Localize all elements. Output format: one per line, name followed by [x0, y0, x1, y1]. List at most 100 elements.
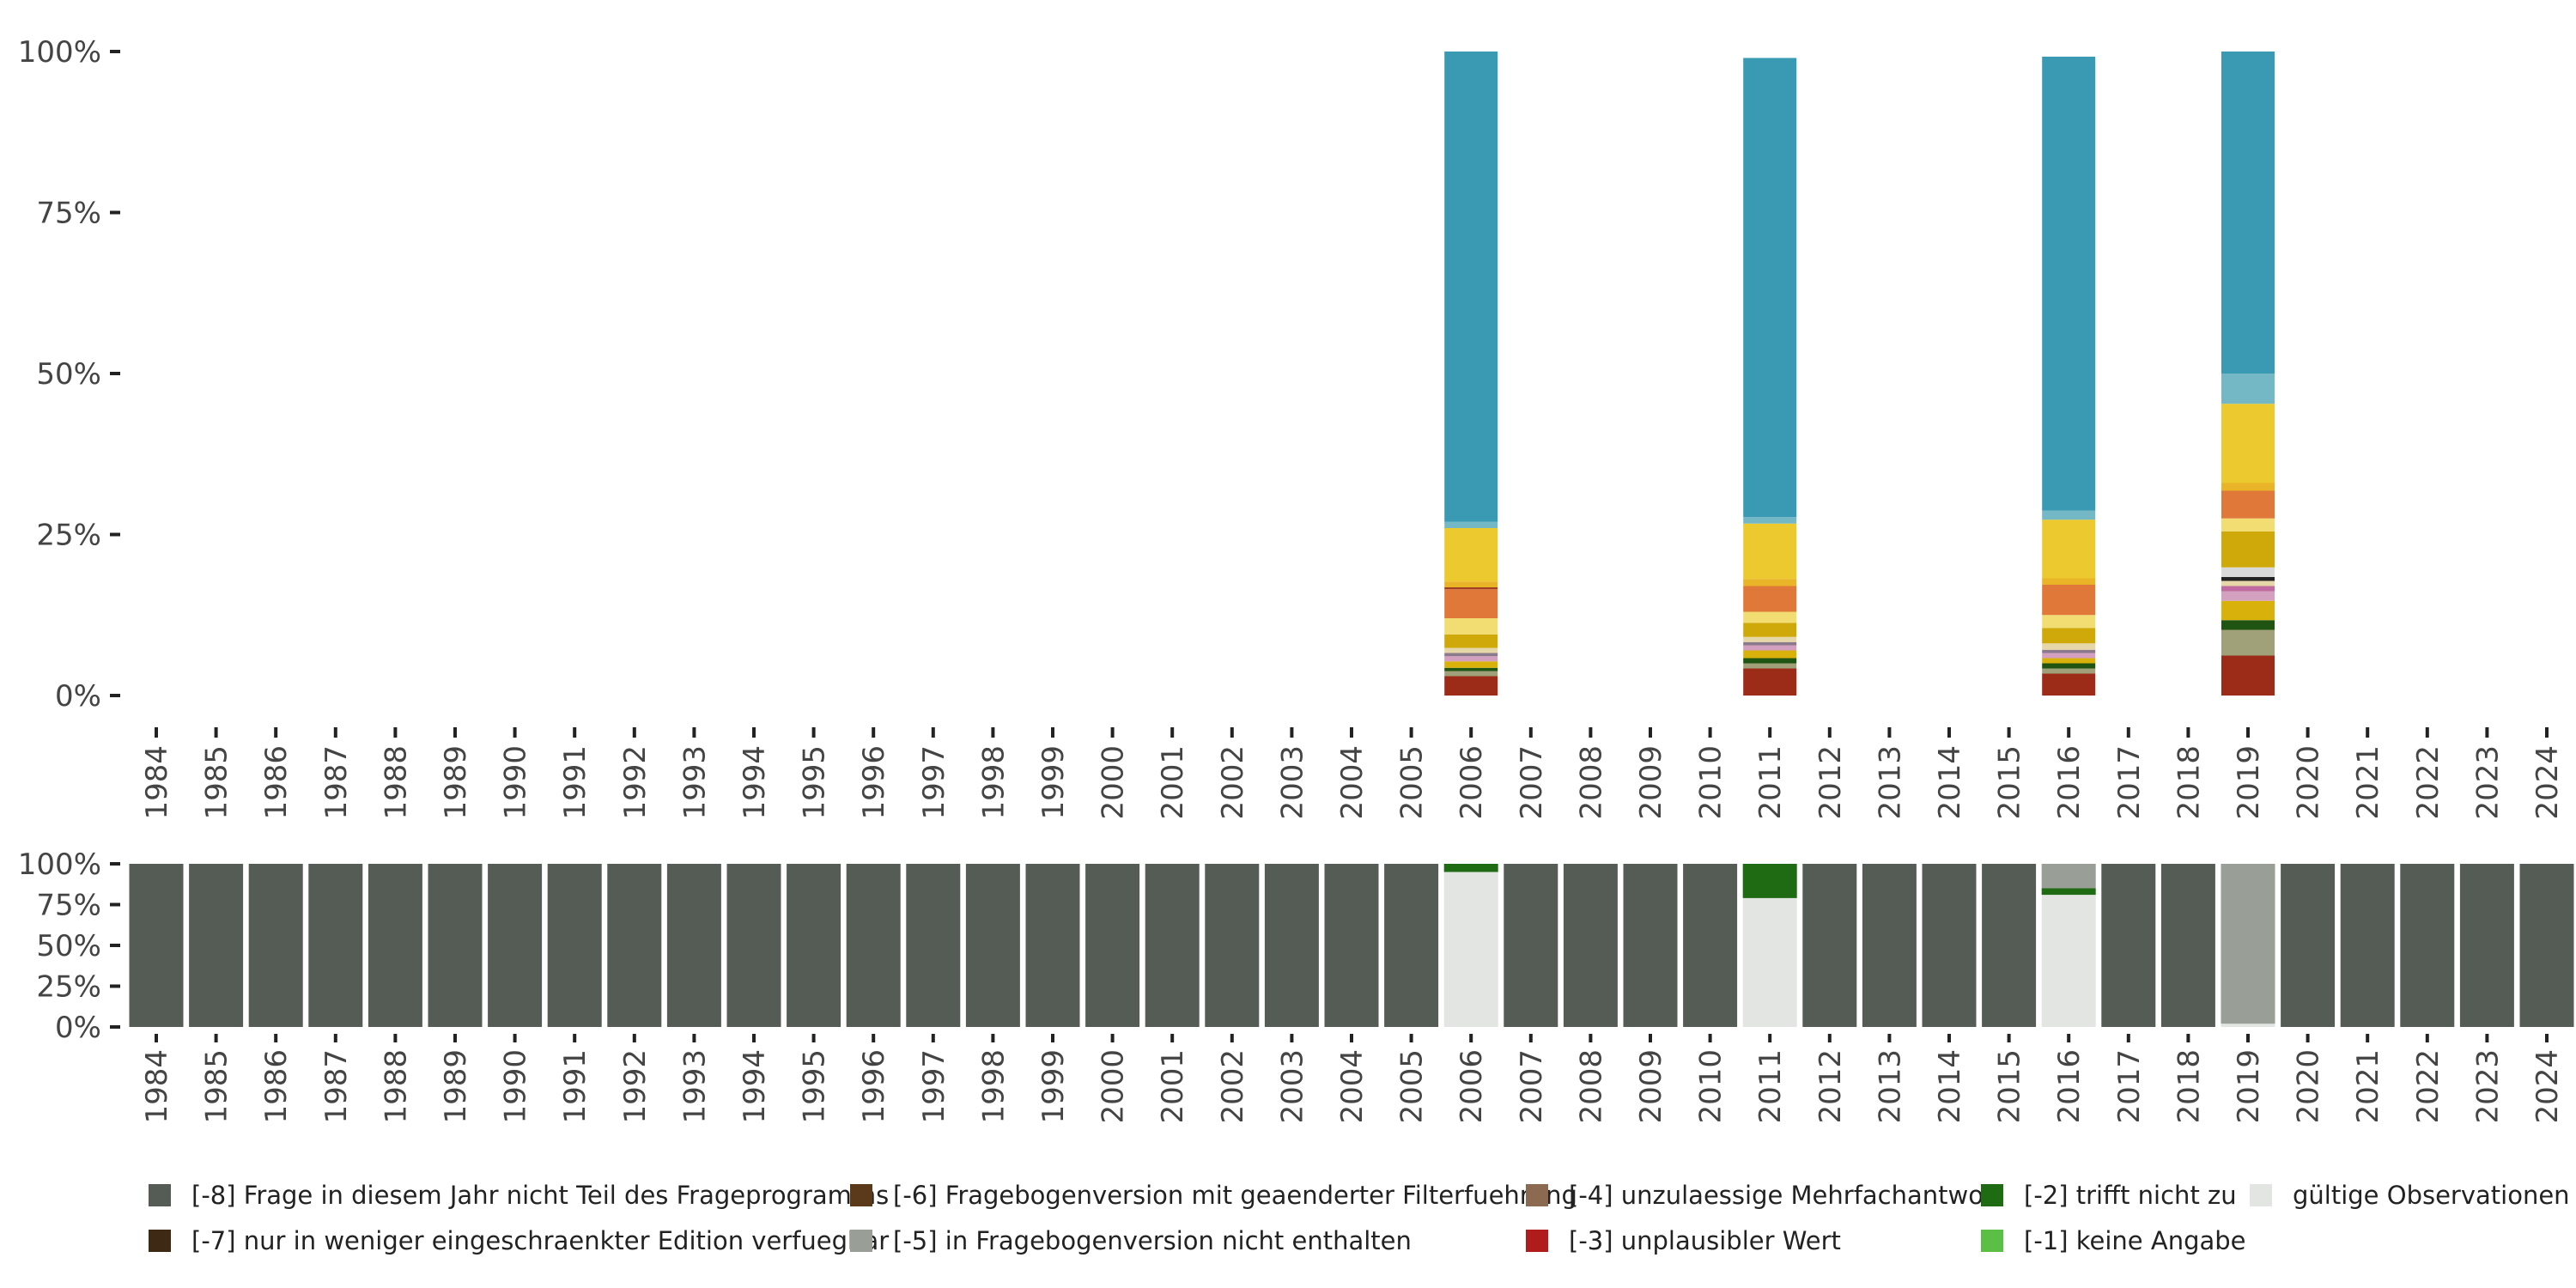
bar-segment: [2160, 864, 2215, 1027]
bar-segment: [1743, 517, 1797, 524]
x-tick-label: 1987: [319, 1049, 354, 1124]
x-tick-label: 1991: [558, 1049, 592, 1124]
x-tick-label: 1998: [976, 1049, 1011, 1124]
x-tick-label: 2021: [2351, 1049, 2385, 1124]
x-tick-label: 2020: [2292, 745, 2326, 820]
bar-2006: [1444, 52, 1498, 696]
x-tick-label: 1989: [439, 745, 473, 820]
x-tick-label: 2009: [1634, 745, 1668, 820]
x-tick-label: 1989: [439, 1049, 473, 1124]
legend-item: [-6] Fragebogenversion mit geaenderter F…: [850, 1181, 1577, 1210]
bar-1991: [547, 864, 602, 1027]
bar-segment: [2042, 628, 2096, 644]
bar-segment: [2221, 567, 2275, 577]
legend-swatch: [2250, 1184, 2272, 1206]
bar-1984: [129, 864, 184, 1027]
bar-1985: [189, 864, 244, 1027]
x-tick-label: 1996: [857, 1049, 891, 1124]
x-tick-label: 1999: [1036, 1049, 1071, 1124]
bar-segment: [1443, 872, 1498, 1027]
legend-label: [-1] keine Angabe: [2024, 1226, 2246, 1255]
bar-1995: [787, 864, 841, 1027]
x-tick-label: 2001: [1156, 1049, 1190, 1124]
bar-segment: [2221, 518, 2275, 532]
bar-segment: [2042, 519, 2096, 579]
bar-segment: [2221, 586, 2275, 592]
x-tick-label: 1998: [976, 745, 1011, 820]
bar-1992: [607, 864, 662, 1027]
bar-segment: [1145, 864, 1200, 1027]
bar-segment: [1443, 864, 1498, 872]
x-tick-label: 2004: [1335, 745, 1370, 820]
bar-segment: [2221, 629, 2275, 656]
bar-2012: [1802, 864, 1857, 1027]
x-tick-label: 1997: [917, 1049, 951, 1124]
legend-item: [-2] trifft nicht zu: [1981, 1181, 2237, 1210]
bar-segment: [2042, 653, 2096, 659]
bar-segment: [1264, 864, 1319, 1027]
bar-segment: [1743, 668, 1797, 696]
bar-segment: [1444, 634, 1498, 648]
bar-2007: [1504, 864, 1558, 1027]
bar-segment: [1743, 645, 1797, 651]
x-tick-label: 1984: [140, 1049, 174, 1124]
legend-swatch: [850, 1230, 872, 1252]
bar-segment: [1623, 864, 1678, 1027]
x-tick-label: 2004: [1335, 1049, 1370, 1124]
bar-2006: [1443, 864, 1498, 1027]
bar-1987: [308, 864, 363, 1027]
bar-segment: [189, 864, 244, 1027]
bar-segment: [308, 864, 363, 1027]
x-tick-label: 1991: [558, 745, 592, 820]
x-tick-label: 2019: [2232, 745, 2266, 820]
bar-segment: [1444, 676, 1498, 696]
bar-segment: [428, 864, 483, 1027]
x-tick-label: 2013: [1873, 1049, 1907, 1124]
bar-segment: [1444, 589, 1498, 618]
legend-item: gültige Observationen: [2250, 1181, 2570, 1210]
bar-segment: [2519, 864, 2574, 1027]
legend-label: [-4] unzulaessige Mehrfachantwort: [1569, 1181, 2003, 1210]
x-tick-label: 1987: [319, 745, 354, 820]
bar-segment: [1743, 650, 1797, 659]
bar-segment: [2042, 663, 2096, 669]
x-tick-label: 2009: [1634, 1049, 1668, 1124]
legend-label: [-3] unplausibler Wert: [1569, 1226, 1841, 1255]
bar-1988: [368, 864, 422, 1027]
y-tick-label: 25%: [36, 519, 101, 553]
bar-2016: [2041, 864, 2096, 1027]
y-tick-label: 100%: [18, 35, 101, 70]
bar-segment: [1683, 864, 1738, 1027]
legend-item: [-4] unzulaessige Mehrfachantwort: [1526, 1181, 2003, 1210]
x-tick-label: 2003: [1275, 745, 1309, 820]
x-tick-label: 2023: [2470, 745, 2505, 820]
x-tick-label: 2024: [2530, 745, 2565, 820]
x-tick-label: 1995: [798, 745, 832, 820]
bar-2021: [2340, 864, 2395, 1027]
legend-label: [-8] Frage in diesem Jahr nicht Teil des…: [191, 1181, 889, 1210]
x-tick-label: 2015: [1993, 1049, 2027, 1124]
bar-segment: [1743, 623, 1797, 637]
x-tick-label: 1996: [857, 745, 891, 820]
bar-2005: [1384, 864, 1439, 1027]
bar-segment: [1384, 864, 1439, 1027]
x-tick-label: 1995: [798, 1049, 832, 1124]
y-tick-label: 75%: [36, 889, 101, 923]
bar-2003: [1264, 864, 1319, 1027]
bar-2009: [1623, 864, 1678, 1027]
bar-segment: [787, 864, 841, 1027]
x-tick-label: 2011: [1753, 745, 1788, 820]
x-tick-label: 1990: [499, 1049, 533, 1124]
legend-label: [-7] nur in weniger eingeschraenkter Edi…: [191, 1226, 889, 1255]
bar-segment: [2042, 649, 2096, 653]
x-tick-label: 1986: [259, 745, 294, 820]
y-tick-label: 50%: [36, 357, 101, 392]
x-tick-label: 1994: [738, 1049, 772, 1124]
bar-2017: [2101, 864, 2156, 1027]
x-tick-label: 2002: [1216, 745, 1250, 820]
bar-segment: [2281, 864, 2336, 1027]
legend-swatch: [1526, 1230, 1548, 1252]
bar-2022: [2400, 864, 2455, 1027]
bar-segment: [368, 864, 422, 1027]
y-tick-label: 0%: [55, 679, 101, 714]
